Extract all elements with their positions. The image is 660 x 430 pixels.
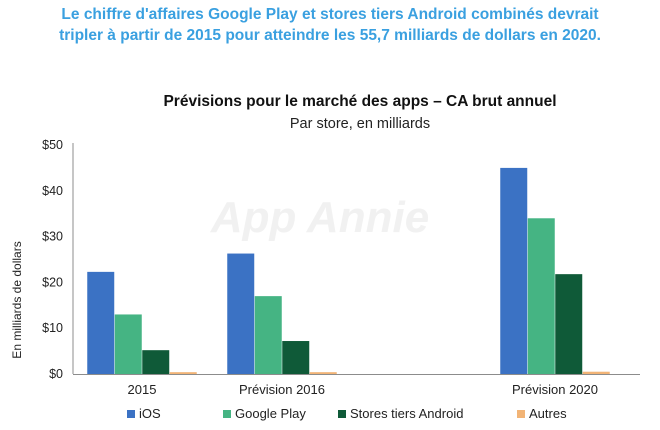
chart-title: Prévisions pour le marché des apps – CA …	[163, 93, 557, 110]
y-tick-label: $20	[42, 275, 63, 289]
legend-item: iOS	[127, 406, 161, 421]
y-tick-label: $40	[42, 184, 63, 198]
bar-chart: App Annie $0 $10 $20 $30 $40 $50 2015 Prévisio…	[10, 138, 640, 397]
legend-swatch	[338, 409, 346, 418]
x-tick-label: Prévision 2016	[239, 382, 325, 397]
legend-label: Stores tiers Android	[350, 406, 464, 421]
bar	[114, 314, 142, 374]
headline-line-1: Le chiffre d'affaires Google Play et sto…	[61, 6, 599, 23]
legend-swatch	[223, 409, 231, 418]
bar	[309, 372, 337, 374]
legend-label: Autres	[529, 406, 567, 421]
y-axis: $0 $10 $20 $30 $40 $50	[42, 138, 74, 381]
y-tick-label: $0	[49, 367, 63, 381]
bar	[169, 372, 197, 374]
legend: iOS Google Play Stores tiers Android Autres	[0, 406, 660, 426]
headline: Le chiffre d'affaires Google Play et sto…	[0, 4, 660, 46]
bar	[582, 371, 610, 374]
bar	[254, 296, 282, 374]
legend-swatch	[517, 409, 525, 418]
bar	[527, 218, 555, 374]
headline-line-2: tripler à partir de 2015 pour atteindre …	[59, 27, 601, 44]
bar	[227, 253, 255, 374]
legend-label: Google Play	[235, 406, 306, 421]
bar	[555, 274, 583, 374]
x-tick-label: Prévision 2020	[512, 382, 598, 397]
bars	[87, 167, 610, 374]
bar	[500, 167, 528, 374]
chart-subtitle: Par store, en milliards	[289, 116, 431, 132]
x-axis: 2015 Prévision 2016 Prévision 2020	[73, 374, 640, 397]
bar	[87, 271, 115, 374]
y-tick-label: $10	[42, 321, 63, 335]
legend-label: iOS	[139, 406, 161, 421]
bar	[142, 350, 170, 374]
y-tick-label: $50	[42, 138, 63, 152]
legend-item: Google Play	[223, 406, 306, 421]
legend-swatch	[127, 409, 135, 418]
watermark: App Annie	[210, 193, 429, 242]
legend-item: Autres	[517, 406, 567, 421]
bar	[282, 341, 310, 374]
legend-item: Stores tiers Android	[338, 406, 463, 421]
y-axis-label: En milliards de dollars	[10, 241, 24, 358]
x-tick-label: 2015	[128, 382, 157, 397]
y-tick-label: $30	[42, 230, 63, 244]
